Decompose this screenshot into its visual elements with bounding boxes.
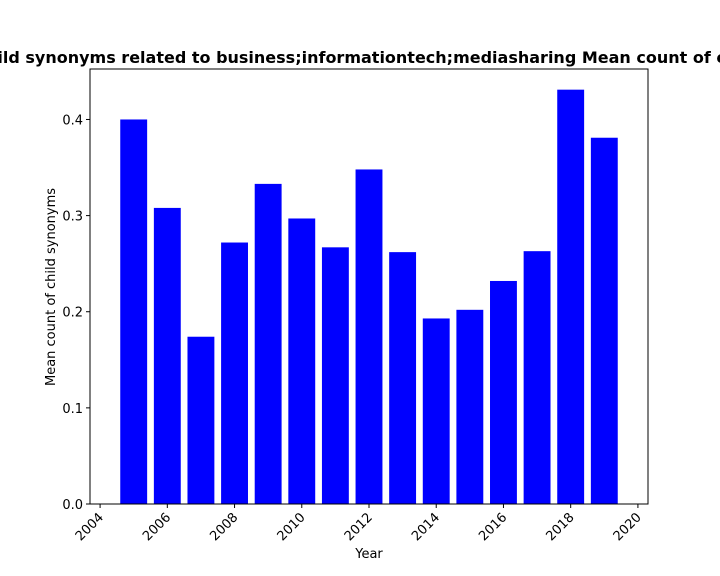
x-tick-label: 2008 bbox=[207, 510, 241, 544]
bar-2018 bbox=[557, 89, 585, 504]
bar-2010 bbox=[288, 218, 316, 504]
bar-2009 bbox=[254, 183, 282, 504]
y-tick-label: 0.2 bbox=[62, 306, 83, 321]
y-tick-label: 0.4 bbox=[62, 113, 83, 128]
bar-2011 bbox=[321, 247, 349, 504]
x-tick-label: 2014 bbox=[409, 510, 443, 544]
bar-2008 bbox=[221, 242, 248, 504]
x-tick-label: 2010 bbox=[275, 510, 309, 544]
bar-2012 bbox=[355, 169, 383, 504]
bar-2006 bbox=[153, 207, 181, 504]
bar-2017 bbox=[523, 251, 551, 504]
bars-group bbox=[120, 89, 618, 505]
x-tick-label: 2018 bbox=[544, 510, 578, 544]
x-axis-label: Year bbox=[354, 547, 383, 562]
bar-2014 bbox=[422, 318, 450, 504]
x-axis: 2004 2006 2008 2010 2012 2014 2016 2018 2020 bbox=[73, 504, 645, 544]
bar-2015 bbox=[456, 309, 484, 504]
chart-title: Mean count of child synonyms related to … bbox=[0, 48, 720, 67]
x-tick-label: 2004 bbox=[73, 510, 107, 544]
x-tick-label: 2020 bbox=[611, 510, 645, 544]
x-tick-label: 2016 bbox=[476, 510, 510, 544]
bar-2007 bbox=[187, 336, 215, 504]
bar-2013 bbox=[389, 252, 417, 504]
y-tick-label: 0.3 bbox=[62, 210, 83, 225]
bar-2016 bbox=[490, 280, 517, 504]
y-tick-label: 0.1 bbox=[62, 402, 83, 417]
bar-2005 bbox=[120, 119, 148, 505]
y-axis-label: Mean count of child synonyms bbox=[44, 188, 59, 386]
x-tick-label: 2012 bbox=[342, 510, 376, 544]
x-tick-label: 2006 bbox=[140, 510, 174, 544]
y-axis: 0.0 0.1 0.2 0.3 0.4 bbox=[62, 113, 90, 513]
bar-2019 bbox=[590, 137, 618, 504]
y-tick-label: 0.0 bbox=[62, 498, 83, 513]
